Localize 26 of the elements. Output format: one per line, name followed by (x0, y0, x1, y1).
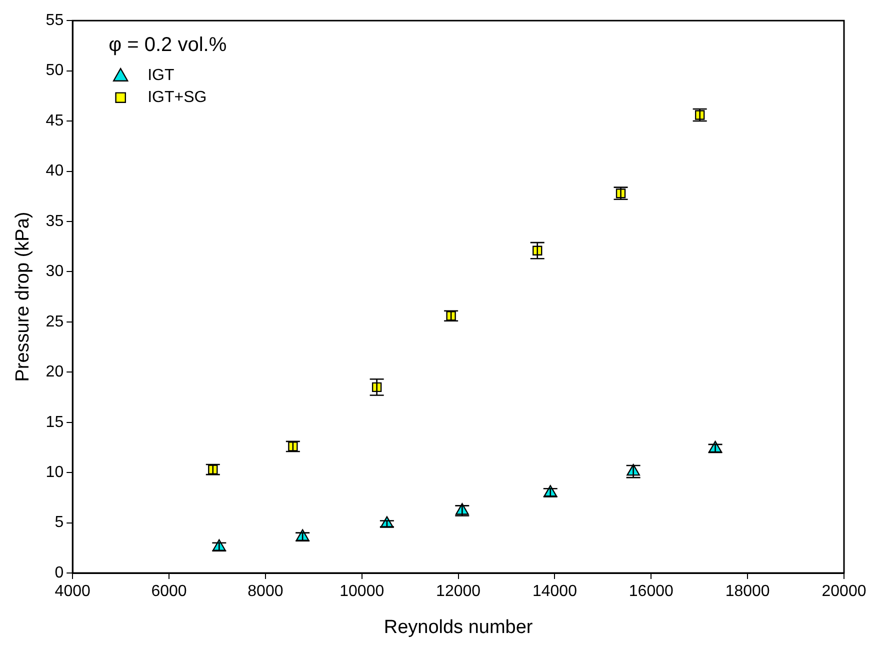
y-tick-label: 10 (46, 464, 64, 481)
y-tick-label: 35 (46, 212, 64, 230)
x-tick-label: 8000 (248, 583, 284, 600)
y-tick-label: 15 (46, 414, 64, 431)
x-tick-label: 4000 (54, 583, 90, 600)
y-tick-label: 0 (54, 564, 64, 582)
y-tick-label: 40 (46, 162, 64, 180)
x-axis-title: Reynolds number (384, 616, 534, 638)
y-tick-label: 25 (46, 313, 64, 330)
x-tick-label: 18000 (725, 583, 770, 600)
y-tick-label: 55 (46, 12, 64, 30)
y-axis-title: Pressure drop (kPa) (12, 212, 34, 382)
x-tick-label: 16000 (628, 583, 674, 600)
y-tick-label: 50 (46, 62, 64, 80)
y-tick-label: 20 (46, 364, 64, 381)
legend-label: IGT (148, 67, 174, 84)
x-tick-label: 6000 (151, 583, 187, 600)
y-tick-label: 45 (46, 112, 64, 130)
legend-title: φ = 0.2 vol.% (108, 34, 227, 56)
y-tick-label: 5 (54, 514, 64, 532)
x-tick-label: 14000 (532, 583, 578, 600)
x-tick-label: 10000 (340, 583, 384, 600)
x-tick-label: 20000 (822, 583, 866, 600)
legend-label: IGT+SG (148, 89, 207, 106)
x-tick-label: 12000 (436, 583, 481, 600)
y-tick-label: 30 (46, 263, 64, 280)
